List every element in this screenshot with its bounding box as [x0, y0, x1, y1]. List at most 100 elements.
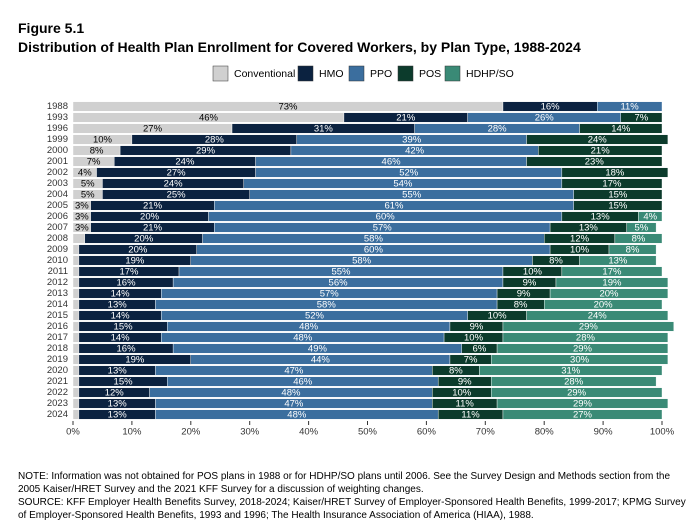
- data-label: 4%: [78, 168, 92, 179]
- data-label: 24%: [588, 311, 608, 322]
- bar-segment: [72, 398, 80, 409]
- data-label: 46%: [293, 377, 313, 388]
- data-label: 25%: [167, 190, 187, 201]
- bar-segment: [638, 211, 663, 222]
- data-label: 46%: [382, 157, 402, 168]
- data-label: 44%: [311, 355, 331, 366]
- data-label: 13%: [591, 212, 611, 223]
- data-label: 3%: [75, 212, 89, 223]
- bar-segment: [526, 310, 669, 321]
- y-tick-label: 1993: [47, 112, 68, 123]
- x-tick-label: 80%: [535, 427, 555, 438]
- data-label: 24%: [588, 135, 608, 146]
- data-label: 15%: [114, 377, 134, 388]
- data-label: 48%: [281, 388, 301, 399]
- bar-segment: [72, 310, 80, 321]
- data-label: 3%: [75, 201, 89, 212]
- y-tick-label: 2010: [47, 255, 68, 266]
- bar-segment: [72, 387, 80, 398]
- data-label: 57%: [320, 289, 340, 300]
- data-label: 7%: [635, 113, 649, 124]
- legend-label: HMO: [319, 68, 344, 80]
- y-tick-label: 2024: [47, 409, 68, 420]
- bar-segment: [549, 288, 669, 299]
- data-label: 16%: [117, 344, 137, 355]
- data-label: 29%: [573, 399, 593, 410]
- data-label: 10%: [570, 245, 590, 256]
- data-label: 20%: [599, 289, 619, 300]
- data-label: 48%: [287, 410, 307, 421]
- bar-segment: [479, 365, 663, 376]
- bar-segment: [573, 189, 663, 200]
- data-label: 13%: [608, 256, 628, 267]
- y-tick-label: 2013: [47, 288, 68, 299]
- y-tick-label: 2012: [47, 277, 68, 288]
- data-label: 13%: [108, 300, 128, 311]
- data-label: 9%: [458, 377, 472, 388]
- bar-segment: [490, 387, 663, 398]
- bar-segment: [72, 244, 80, 255]
- y-tick-label: 2019: [47, 354, 68, 365]
- y-tick-label: 2011: [48, 266, 68, 277]
- y-tick-label: 2007: [47, 222, 68, 233]
- data-label: 48%: [293, 333, 313, 344]
- data-label: 20%: [140, 212, 160, 223]
- x-tick-label: 0%: [66, 427, 80, 438]
- y-tick-label: 2014: [47, 299, 68, 310]
- bar-segment: [72, 376, 80, 387]
- bar-segment: [72, 233, 85, 244]
- x-tick-label: 10%: [122, 427, 142, 438]
- x-tick-label: 20%: [181, 427, 201, 438]
- x-tick-label: 30%: [240, 427, 260, 438]
- bar-segment: [526, 156, 663, 167]
- data-label: 12%: [570, 234, 590, 245]
- data-label: 55%: [402, 190, 422, 201]
- y-tick-label: 1999: [47, 134, 68, 145]
- data-label: 16%: [117, 278, 137, 289]
- data-label: 28%: [576, 333, 596, 344]
- data-label: 21%: [396, 113, 416, 124]
- data-label: 13%: [108, 366, 128, 377]
- legend-label: Conventional: [234, 68, 295, 80]
- data-label: 18%: [605, 168, 625, 179]
- bar-segment: [72, 299, 80, 310]
- y-tick-label: 2004: [47, 189, 68, 200]
- data-label: 15%: [114, 322, 134, 333]
- bar-segment: [561, 266, 663, 277]
- bar-segment: [561, 167, 669, 178]
- bar-segment: [72, 277, 80, 288]
- data-label: 21%: [143, 223, 163, 234]
- data-label: 29%: [196, 146, 216, 157]
- data-label: 56%: [329, 278, 349, 289]
- legend-swatch: [297, 65, 314, 82]
- data-label: 24%: [164, 179, 184, 190]
- bar-segment: [614, 233, 663, 244]
- data-label: 19%: [125, 256, 145, 267]
- data-label: 11%: [461, 410, 480, 421]
- data-label: 27%: [167, 168, 187, 179]
- y-tick-label: 2006: [47, 211, 68, 222]
- data-label: 58%: [317, 300, 337, 311]
- x-tick-label: 70%: [476, 427, 496, 438]
- data-label: 21%: [143, 201, 163, 212]
- figure-label: Figure 5.1: [18, 20, 85, 36]
- legend-label: POS: [419, 68, 441, 80]
- data-label: 6%: [473, 344, 487, 355]
- bar-segment: [561, 178, 663, 189]
- data-label: 13%: [579, 223, 599, 234]
- data-label: 29%: [567, 388, 587, 399]
- y-tick-label: 2008: [47, 233, 68, 244]
- data-label: 73%: [278, 102, 298, 113]
- data-label: 31%: [561, 366, 581, 377]
- data-label: 31%: [314, 124, 334, 135]
- y-tick-label: 2002: [47, 167, 68, 178]
- legend-label: PPO: [370, 68, 392, 80]
- y-tick-label: 1996: [47, 123, 68, 134]
- data-label: 3%: [75, 223, 89, 234]
- data-label: 17%: [119, 267, 139, 278]
- data-label: 10%: [488, 311, 508, 322]
- bar-segment: [608, 244, 657, 255]
- bar-segment: [72, 354, 80, 365]
- data-label: 52%: [305, 311, 325, 322]
